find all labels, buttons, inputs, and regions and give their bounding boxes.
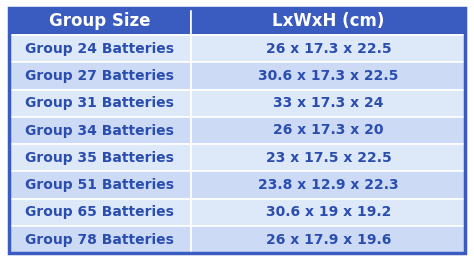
FancyBboxPatch shape bbox=[9, 117, 191, 144]
Text: Group Size: Group Size bbox=[49, 13, 151, 31]
Text: LxWxH (cm): LxWxH (cm) bbox=[272, 13, 384, 31]
Text: 33 x 17.3 x 24: 33 x 17.3 x 24 bbox=[273, 96, 383, 110]
FancyBboxPatch shape bbox=[9, 144, 191, 171]
Text: Group 35 Batteries: Group 35 Batteries bbox=[26, 151, 174, 165]
FancyBboxPatch shape bbox=[191, 8, 465, 35]
Text: 30.6 x 19 x 19.2: 30.6 x 19 x 19.2 bbox=[266, 205, 391, 219]
FancyBboxPatch shape bbox=[9, 35, 191, 62]
FancyBboxPatch shape bbox=[191, 62, 465, 90]
FancyBboxPatch shape bbox=[9, 226, 191, 253]
Text: Group 34 Batteries: Group 34 Batteries bbox=[26, 123, 174, 138]
Text: Group 27 Batteries: Group 27 Batteries bbox=[26, 69, 174, 83]
Text: 23 x 17.5 x 22.5: 23 x 17.5 x 22.5 bbox=[265, 151, 391, 165]
FancyBboxPatch shape bbox=[9, 90, 191, 117]
Text: Group 24 Batteries: Group 24 Batteries bbox=[26, 42, 174, 56]
FancyBboxPatch shape bbox=[9, 62, 191, 90]
FancyBboxPatch shape bbox=[191, 35, 465, 62]
Text: 26 x 17.3 x 22.5: 26 x 17.3 x 22.5 bbox=[265, 42, 391, 56]
FancyBboxPatch shape bbox=[9, 171, 191, 199]
FancyBboxPatch shape bbox=[191, 171, 465, 199]
Text: Group 31 Batteries: Group 31 Batteries bbox=[26, 96, 174, 110]
Text: Group 78 Batteries: Group 78 Batteries bbox=[26, 233, 174, 247]
FancyBboxPatch shape bbox=[9, 8, 191, 35]
FancyBboxPatch shape bbox=[191, 90, 465, 117]
Text: 30.6 x 17.3 x 22.5: 30.6 x 17.3 x 22.5 bbox=[258, 69, 399, 83]
FancyBboxPatch shape bbox=[191, 117, 465, 144]
Text: 26 x 17.3 x 20: 26 x 17.3 x 20 bbox=[273, 123, 383, 138]
FancyBboxPatch shape bbox=[9, 199, 191, 226]
Text: Group 51 Batteries: Group 51 Batteries bbox=[26, 178, 174, 192]
Text: 26 x 17.9 x 19.6: 26 x 17.9 x 19.6 bbox=[266, 233, 391, 247]
FancyBboxPatch shape bbox=[191, 199, 465, 226]
FancyBboxPatch shape bbox=[191, 144, 465, 171]
Text: 23.8 x 12.9 x 22.3: 23.8 x 12.9 x 22.3 bbox=[258, 178, 399, 192]
Text: Group 65 Batteries: Group 65 Batteries bbox=[26, 205, 174, 219]
FancyBboxPatch shape bbox=[191, 226, 465, 253]
